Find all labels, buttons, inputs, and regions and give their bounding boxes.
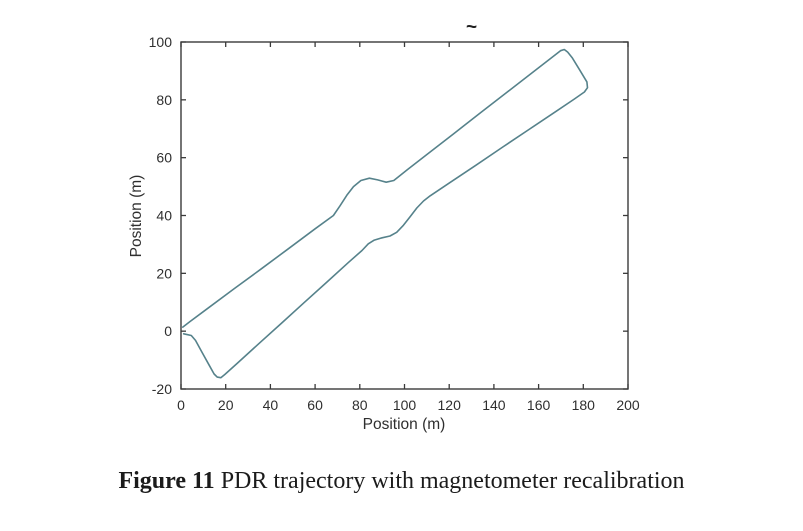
x-tick-label: 120	[438, 397, 462, 413]
stray-tilde-mark: ~	[466, 17, 477, 38]
pdr-trajectory-chart: 0 20 40 60 80 100 120 140 160 180 200 -20 0 20 40 60 80 1…	[128, 17, 640, 433]
x-tick-label: 180	[572, 397, 596, 413]
x-tick-label: 140	[482, 397, 506, 413]
plot-canvas: 0 20 40 60 80 100 120 140 160 180 200 -20 0 20 40 60 80 1…	[149, 34, 640, 413]
caption-text: PDR trajectory with magnetometer recalib…	[220, 468, 685, 494]
x-tick-label: 20	[218, 397, 234, 413]
plot-box	[180, 41, 629, 390]
figure-caption: Figure 11 PDR trajectory with magnetomete…	[0, 468, 803, 495]
y-tick-label: 20	[156, 265, 172, 281]
x-tick-label: 40	[263, 397, 279, 413]
trajectory-path	[182, 48, 589, 379]
x-tick-label: 80	[352, 397, 368, 413]
y-axis-title: Position (m)	[128, 174, 145, 258]
y-tick-label: 60	[156, 150, 172, 166]
y-tick-label: 40	[156, 208, 172, 224]
y-tick-label: 80	[156, 92, 172, 108]
y-tick-label: 100	[149, 34, 173, 50]
x-tick-label: 200	[616, 397, 640, 413]
caption-label: Figure 11	[118, 468, 215, 494]
x-tick-label: 0	[177, 397, 185, 413]
y-tick-label: -20	[152, 381, 172, 397]
x-tick-label: 160	[527, 397, 551, 413]
x-tick-label: 100	[393, 397, 417, 413]
y-tick-label: 0	[164, 323, 172, 339]
x-axis-title: Position (m)	[362, 416, 446, 433]
x-tick-label: 60	[307, 397, 323, 413]
